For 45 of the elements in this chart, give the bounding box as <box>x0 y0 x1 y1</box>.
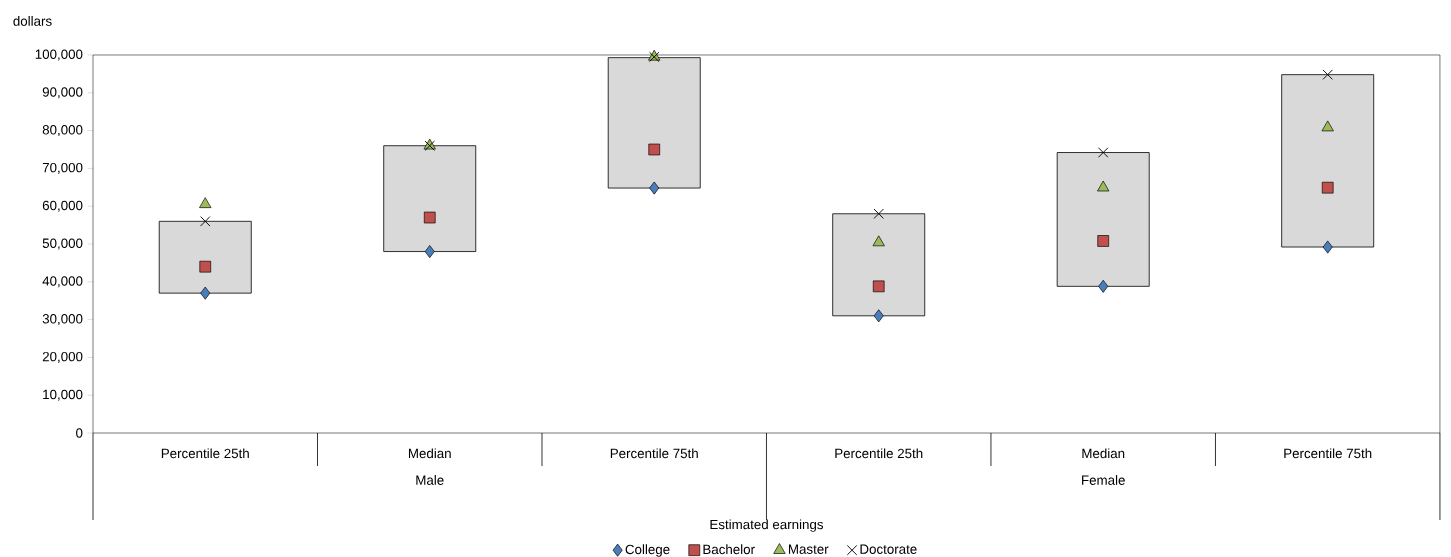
y-tick-label: 0 <box>76 428 83 438</box>
text: Male <box>416 475 444 485</box>
point <box>1097 235 1110 247</box>
point <box>199 197 212 208</box>
y-tick-label: 10,000 <box>43 389 83 401</box>
point <box>648 143 661 156</box>
y-tick-label: 100,000 <box>35 49 83 61</box>
y-tick-label: 20,000 <box>42 351 83 363</box>
legend-label: Master <box>788 544 829 554</box>
x-axis-title: Estimated earnings <box>710 519 824 532</box>
y-tick-label: 30,000 <box>42 314 83 326</box>
point <box>1322 69 1333 80</box>
y-tick-label: 60,000 <box>42 200 83 212</box>
x-tick-label: Percentile 75th <box>1284 448 1372 459</box>
point <box>1097 180 1110 192</box>
point <box>873 208 884 219</box>
point <box>1322 240 1333 254</box>
y-tick-label: 90,000 <box>42 87 83 99</box>
point <box>200 216 211 227</box>
point <box>199 260 212 273</box>
legend-label: Doctorate <box>860 544 917 554</box>
x-tick-label: Percentile 25th <box>161 448 249 459</box>
point <box>1098 147 1109 158</box>
point <box>1098 279 1109 293</box>
x-tick-label: Percentile 75th <box>610 448 698 459</box>
point <box>649 181 660 195</box>
x-tick-label: Median <box>408 448 451 459</box>
point <box>1321 181 1334 194</box>
text: Female <box>1082 475 1125 485</box>
y-tick-label: 50,000 <box>42 238 83 250</box>
point <box>872 235 885 247</box>
point <box>872 280 885 293</box>
legend-label: Bachelor <box>703 544 755 555</box>
y-axis-title: dollars <box>13 16 52 26</box>
legend-label: College <box>625 544 670 557</box>
x-tick-label: Median <box>1082 448 1125 459</box>
point <box>873 309 884 323</box>
y-tick-label: 70,000 <box>42 162 83 174</box>
y-tick-label: 80,000 <box>42 125 83 137</box>
y-tick-label: 40,000 <box>42 276 83 288</box>
point <box>200 286 211 300</box>
x-tick-label: Percentile 25th <box>835 448 923 459</box>
point <box>423 211 436 224</box>
point <box>1321 120 1334 132</box>
point <box>424 245 435 259</box>
